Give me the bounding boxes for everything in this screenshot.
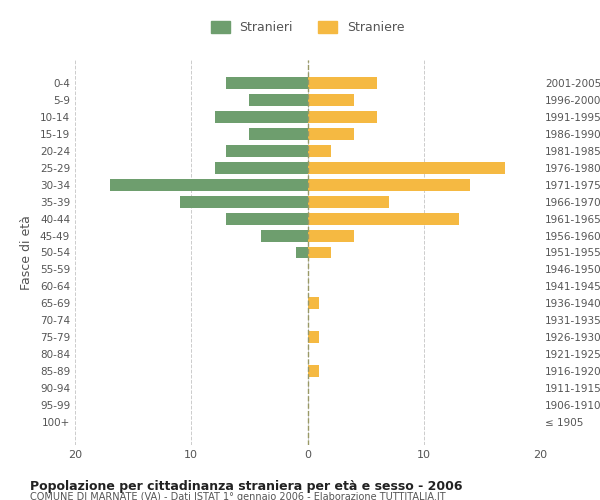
Bar [226,145,308,157]
Bar [250,128,308,140]
Bar [308,78,377,90]
Bar [308,213,458,224]
Bar [179,196,308,207]
Bar [308,162,505,174]
Bar [308,94,354,106]
Legend: Stranieri, Straniere: Stranieri, Straniere [206,16,409,39]
Bar [215,162,308,174]
Bar [261,230,308,241]
Bar [308,298,319,309]
Bar [308,246,331,258]
Bar [308,331,319,343]
Text: COMUNE DI MARNATE (VA) - Dati ISTAT 1° gennaio 2006 - Elaborazione TUTTITALIA.IT: COMUNE DI MARNATE (VA) - Dati ISTAT 1° g… [30,492,446,500]
Y-axis label: Fasce di età: Fasce di età [20,215,33,290]
Bar [308,179,470,191]
Bar [308,145,331,157]
Bar [226,78,308,90]
Bar [308,196,389,207]
Bar [308,128,354,140]
Bar [226,213,308,224]
Text: Popolazione per cittadinanza straniera per età e sesso - 2006: Popolazione per cittadinanza straniera p… [30,480,463,493]
Bar [308,112,377,123]
Bar [110,179,308,191]
Bar [308,230,354,241]
Bar [296,246,308,258]
Bar [215,112,308,123]
Bar [308,365,319,377]
Bar [250,94,308,106]
